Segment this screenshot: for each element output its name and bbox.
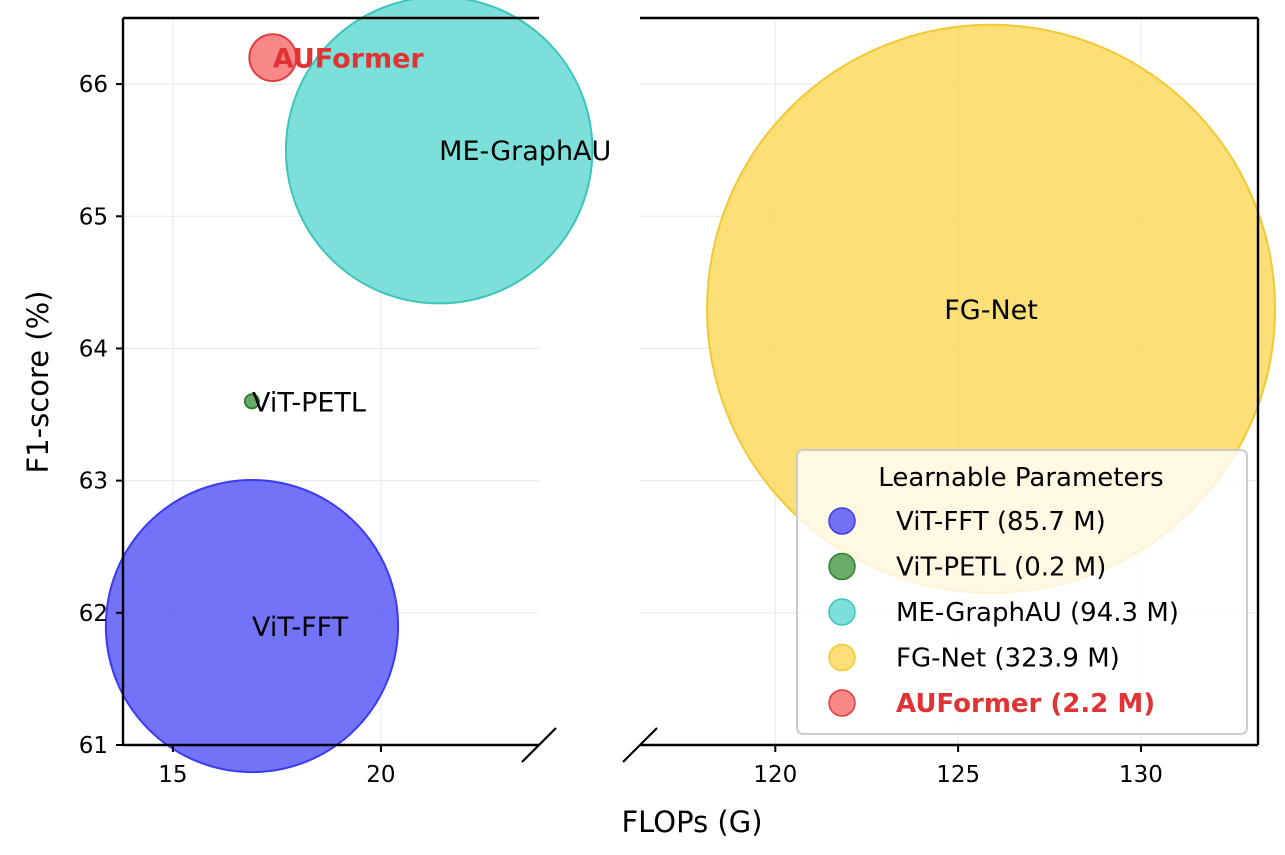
x-tick-label: 125	[936, 762, 980, 788]
legend-label-fg-net: FG-Net (323.9 M)	[896, 644, 1120, 674]
legend-marker-vit-fft	[828, 507, 856, 535]
y-tick-label: 63	[79, 469, 108, 495]
ticks: 61 62 63 64 65 66 15 20 120 125 130	[79, 72, 1163, 788]
x-axis-label: FLOPs (G)	[621, 805, 762, 839]
point-label-vit-fft: ViT-FFT	[252, 612, 349, 643]
y-tick-label: 62	[79, 601, 108, 627]
legend-marker-fg-net	[828, 643, 856, 672]
y-axis-label: F1-score (%)	[21, 291, 55, 474]
axis-break-mark	[622, 727, 658, 763]
point-label-auformer: AUFormer	[273, 44, 425, 75]
legend-marker-auformer	[828, 689, 856, 717]
axes	[121, 16, 1260, 763]
point-label-me-graphau: ME-GraphAU	[439, 136, 611, 167]
x-tick-label: 120	[753, 762, 797, 788]
legend-marker-me-graphau	[828, 598, 856, 626]
y-tick-label: 66	[79, 72, 108, 98]
point-label-fg-net: FG-Net	[944, 295, 1038, 326]
x-tick-label: 130	[1119, 762, 1163, 788]
bubble-me-graphau	[284, 0, 594, 305]
point-labels: ViT-FFT ViT-PETL ME-GraphAU FG-Net AUFormer	[252, 44, 1038, 643]
legend-frame	[796, 449, 1248, 735]
bubble-vit-petl	[243, 393, 261, 410]
legend-label-vit-petl: ViT-PETL (0.2 M)	[896, 553, 1106, 583]
y-tick-label: 61	[79, 733, 108, 759]
y-tick-label: 65	[79, 204, 108, 230]
legend-label-me-graphau: ME-GraphAU (94.3 M)	[896, 598, 1179, 628]
point-label-vit-petl: ViT-PETL	[252, 387, 366, 418]
y-tick-label: 64	[79, 336, 108, 362]
legend-marker-vit-petl	[828, 552, 856, 581]
legend-label-vit-fft: ViT-FFT (85.7 M)	[896, 507, 1106, 537]
bubble-vit-fft	[104, 478, 400, 774]
bubble-auformer	[248, 33, 298, 83]
legend: Learnable Parameters ViT-FFT (85.7 M) ViT…	[796, 449, 1248, 735]
x-tick-label: 20	[366, 762, 395, 788]
x-tick-label: 15	[158, 762, 187, 788]
legend-label-auformer: AUFormer (2.2 M)	[896, 689, 1155, 719]
legend-title: Learnable Parameters	[878, 463, 1163, 493]
axis-break-mark	[521, 727, 557, 763]
